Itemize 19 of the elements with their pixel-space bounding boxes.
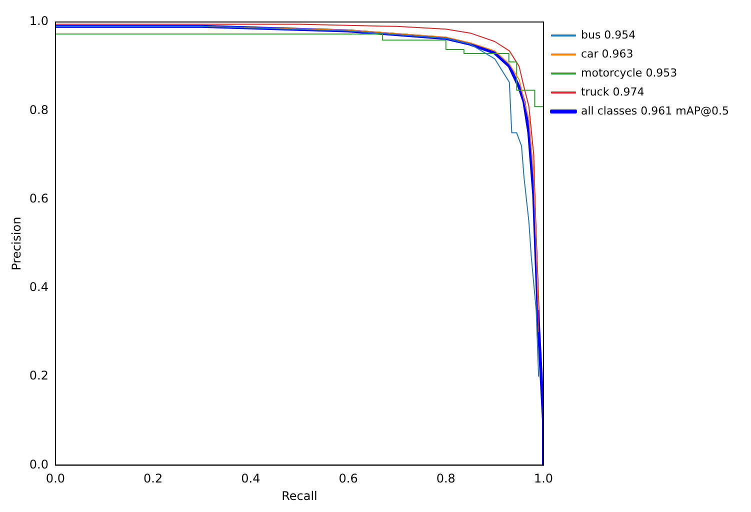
legend-label: truck 0.974 xyxy=(580,85,644,98)
x-tick-label: 0.6 xyxy=(338,472,358,486)
x-tick-label: 0.4 xyxy=(241,472,260,486)
y-tick-label: 0.4 xyxy=(29,280,48,294)
x-axis-title: Recall xyxy=(282,488,318,503)
y-axis-title: Precision xyxy=(9,216,24,270)
x-tick-label: 0.8 xyxy=(436,472,456,486)
y-tick-label: 0.2 xyxy=(29,368,48,383)
x-tick-label: 0.0 xyxy=(46,472,66,486)
y-tick-label: 0.0 xyxy=(29,457,48,472)
legend-label: motorcycle 0.953 xyxy=(580,66,678,80)
y-tick-label: 1.0 xyxy=(29,14,48,28)
y-tick-label: 0.8 xyxy=(29,102,48,117)
legend-label: all classes 0.961 mAP@0.5 xyxy=(580,104,730,118)
y-tick-label: 0.6 xyxy=(29,191,48,206)
legend-label: car 0.963 xyxy=(580,47,634,60)
legend-label: bus 0.954 xyxy=(580,28,636,42)
x-tick-label: 0.2 xyxy=(144,472,163,486)
x-tick-label: 1.0 xyxy=(534,472,554,486)
